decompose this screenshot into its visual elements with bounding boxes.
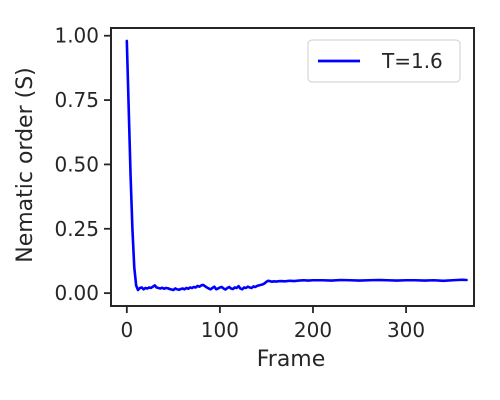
series-line — [125, 39, 468, 292]
x-axis-label: Frame — [257, 347, 326, 372]
y-tick-label: 0.00 — [54, 281, 99, 305]
legend: T=1.6 — [307, 39, 461, 83]
x-tick-label: 200 — [294, 318, 332, 342]
axes-frame — [110, 27, 475, 307]
y-tick-label: 1.00 — [54, 24, 99, 48]
plot-area-border — [110, 27, 475, 307]
x-tick-label: 100 — [201, 318, 239, 342]
y-tick-label: 0.75 — [54, 88, 99, 112]
y-axis-label: Nematic order (S) — [13, 67, 38, 263]
x-tick-label: 0 — [120, 318, 133, 342]
x-tick-label: 300 — [387, 318, 425, 342]
y-axis-ticks: 0.00 0.25 0.50 0.75 1.00 — [54, 24, 111, 305]
y-tick-label: 0.25 — [54, 217, 99, 241]
y-tick-label: 0.50 — [54, 152, 99, 176]
plot-lines — [125, 39, 468, 292]
legend-box — [307, 39, 461, 83]
legend-entry: T=1.6 — [381, 49, 443, 73]
x-axis-ticks: 0 100 200 300 — [120, 306, 425, 342]
